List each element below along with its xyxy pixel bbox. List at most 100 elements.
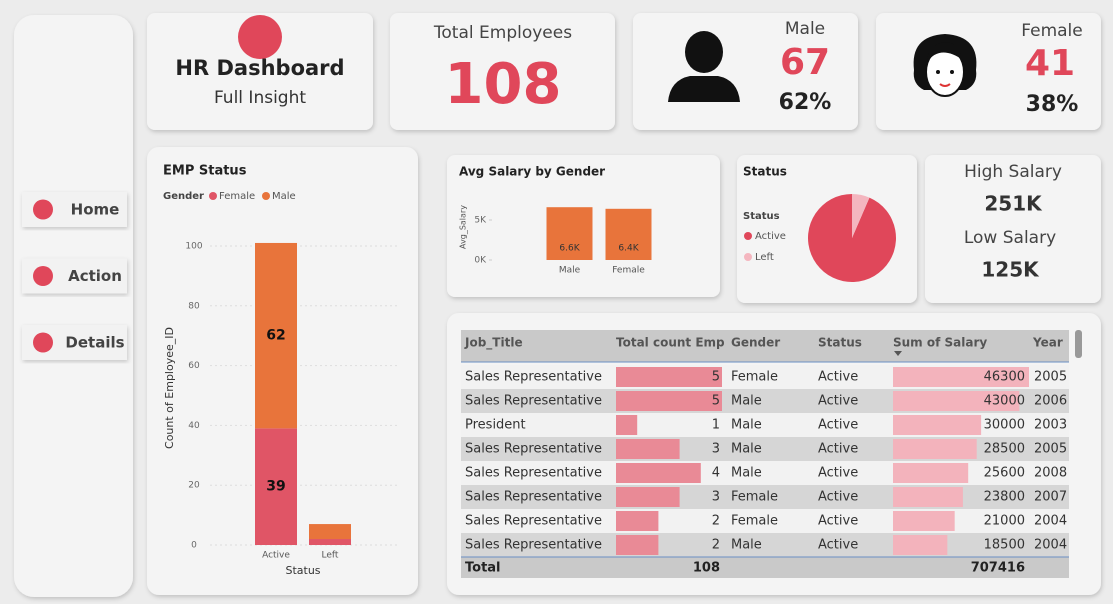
total-value: 707416 (971, 561, 1025, 576)
kpi-percent: 62% (779, 90, 832, 115)
legend-dot (262, 192, 270, 200)
kpi-label: Female (1021, 21, 1082, 41)
cell: 3 (712, 490, 720, 505)
chart-title: Avg Salary by Gender (459, 165, 605, 179)
logo (238, 15, 282, 59)
cell: 2 (712, 514, 720, 529)
subtitle: Full Insight (214, 88, 306, 108)
x-tick-label: Left (322, 551, 339, 561)
column-header: Sum of Salary (893, 336, 987, 350)
data-bar (616, 463, 701, 483)
cell: Sales Representative (465, 490, 602, 505)
bar (605, 208, 652, 260)
kpi-label: Total Employees (433, 23, 572, 43)
kpi-value: 41 (1025, 43, 1075, 84)
cell: 2007 (1034, 490, 1067, 505)
nav-dot (33, 266, 53, 286)
column-header: Gender (731, 336, 780, 350)
cell: 4 (712, 466, 720, 481)
cell: Sales Representative (465, 370, 602, 385)
y-tick-label: 0K (474, 256, 487, 266)
cell: Male (731, 418, 762, 433)
sort-indicator (894, 351, 902, 356)
y-tick-label: 60 (188, 361, 200, 371)
cell: Male (731, 394, 762, 409)
kpi-value: 125K (981, 258, 1040, 282)
total-value: 108 (693, 561, 720, 576)
cell: Sales Representative (465, 514, 602, 529)
nav-label: Action (68, 267, 122, 285)
data-bar (616, 487, 680, 507)
legend-label: Male (272, 191, 296, 202)
male-icon (668, 31, 740, 102)
cell: Male (731, 466, 762, 481)
cell: 3 (712, 442, 720, 457)
legend-label: Left (755, 252, 774, 263)
x-tick-label: Male (559, 266, 581, 276)
legend-dot (744, 253, 752, 261)
sidebar (14, 15, 133, 597)
cell: 46300 (984, 370, 1025, 385)
x-tick-label: Female (612, 266, 645, 276)
cell: 2006 (1034, 394, 1067, 409)
cell: 25600 (984, 466, 1025, 481)
legend-title: Gender (163, 191, 204, 202)
x-axis-label: Status (285, 564, 320, 577)
bar-segment (309, 539, 351, 545)
y-tick-label: 40 (188, 421, 200, 431)
data-bar (616, 439, 680, 459)
y-tick-label: 20 (188, 481, 200, 491)
cell: 5 (712, 370, 720, 385)
cell: Female (731, 370, 778, 385)
total-card (390, 13, 615, 130)
cell: 2004 (1034, 538, 1067, 553)
nav-label: Details (65, 334, 124, 352)
data-bar (616, 367, 722, 387)
column-header: Year (1032, 336, 1063, 350)
total-row (461, 557, 1069, 578)
data-bar (616, 511, 659, 531)
y-axis-label: Avg_Salary (459, 205, 468, 249)
cell: 2005 (1034, 370, 1067, 385)
bar-segment (255, 242, 297, 429)
cell: 2008 (1034, 466, 1067, 481)
cell: Active (818, 394, 858, 409)
cell: Active (818, 418, 858, 433)
cell: Sales Representative (465, 394, 602, 409)
kpi-label: Male (785, 19, 825, 39)
legend-label: Active (755, 231, 786, 242)
data-bar (893, 439, 977, 459)
column-header: Total count Emp (616, 336, 725, 350)
data-label: 39 (266, 479, 285, 495)
data-bar (893, 535, 948, 555)
kpi-percent: 38% (1026, 92, 1079, 117)
data-label: 6.6K (559, 244, 580, 254)
data-bar (893, 511, 955, 531)
bar-segment (309, 524, 351, 540)
cell: Sales Representative (465, 466, 602, 481)
cell: Active (818, 466, 858, 481)
nav-dot (33, 199, 53, 220)
data-bar (616, 415, 638, 435)
cell: Active (818, 490, 858, 505)
kpi-value: 251K (984, 192, 1043, 216)
header-card (147, 13, 373, 130)
data-bar (893, 415, 982, 435)
cell: 43000 (984, 394, 1025, 409)
column-header: Job_Title (464, 336, 523, 351)
cell: 1 (712, 418, 720, 433)
scrollbar (1075, 330, 1082, 358)
cell: 23800 (984, 490, 1025, 505)
cell: Male (731, 442, 762, 457)
cell: Sales Representative (465, 538, 602, 553)
cell: Active (818, 514, 858, 529)
cell: 5 (712, 394, 720, 409)
nav-dot (33, 332, 53, 353)
title: HR Dashboard (175, 56, 344, 80)
kpi-label: Low Salary (964, 228, 1056, 248)
cell: 2 (712, 538, 720, 553)
data-bar (893, 391, 1020, 411)
data-label: 62 (266, 328, 285, 344)
cell: 30000 (984, 418, 1025, 433)
